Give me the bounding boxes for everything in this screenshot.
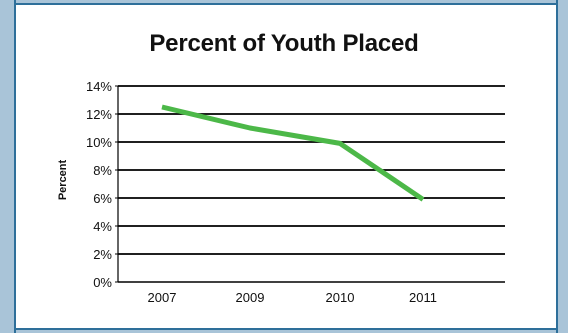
y-tick-label: 14% <box>86 79 112 94</box>
series-line <box>161 104 425 202</box>
y-tick-label: 8% <box>93 163 112 178</box>
y-tick-label: 0% <box>93 275 112 290</box>
frame-edge-left <box>14 0 16 333</box>
grid-layer <box>118 85 505 283</box>
x-tick-label: 2009 <box>236 290 265 305</box>
frame-edge-right <box>556 0 558 333</box>
frame-edge-top <box>14 3 558 5</box>
label-layer: 0% 2% 4% 6% 8% 10% 12% 14% 2007 2009 2010 2011 <box>86 79 437 305</box>
y-tick-label: 6% <box>93 191 112 206</box>
x-tick-label: 2007 <box>148 290 177 305</box>
y-tick-label: 2% <box>93 247 112 262</box>
x-tick-label: 2011 <box>409 290 437 305</box>
chart-title: Percent of Youth Placed <box>149 30 419 57</box>
axis-layer <box>115 85 119 283</box>
y-tick-label: 4% <box>93 219 112 234</box>
y-tick-label: 12% <box>86 107 112 122</box>
frame-edge-bottom <box>14 328 558 330</box>
x-tick-label: 2010 <box>326 290 355 305</box>
y-tick-label: 10% <box>86 135 112 150</box>
y-axis-title: Percent <box>57 159 69 200</box>
series-layer <box>161 104 425 202</box>
